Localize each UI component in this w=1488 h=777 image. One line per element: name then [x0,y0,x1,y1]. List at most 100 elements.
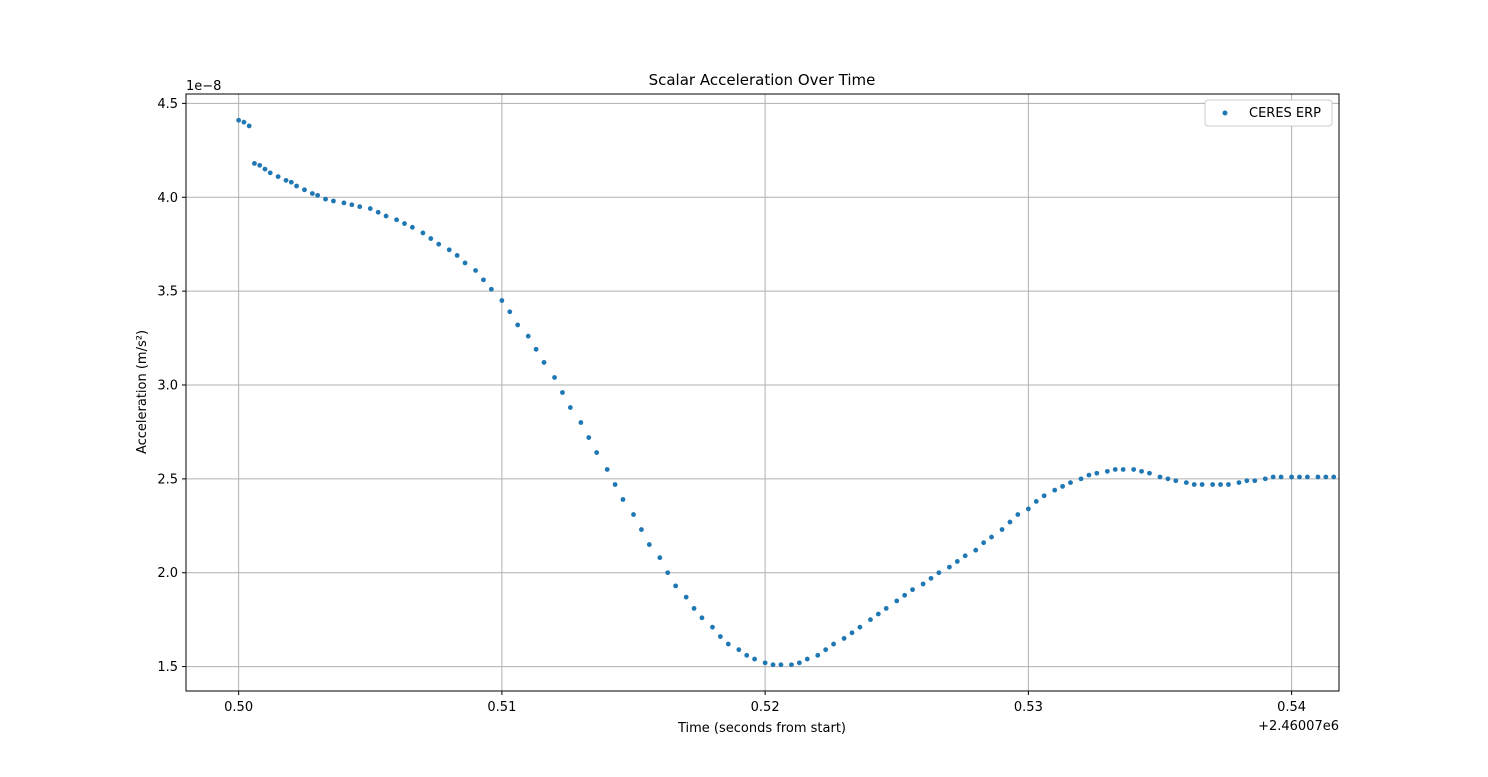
data-point [868,617,873,623]
data-point [241,119,247,125]
data-point [331,198,336,204]
data-point [275,174,281,180]
data-point [541,360,547,365]
data-point [515,322,521,328]
data-point [1236,480,1242,486]
data-point [789,662,794,668]
x-tick-label: 0.53 [1014,700,1043,715]
data-point [604,467,610,472]
data-point [1262,476,1268,482]
data-point [778,662,784,668]
data-point [1183,480,1189,486]
data-point [646,542,652,547]
data-point [1041,493,1047,499]
data-point [1289,474,1295,480]
data-point [631,512,636,517]
data-point [252,161,257,166]
data-point [1104,468,1110,474]
x-tick-label: 0.50 [224,700,253,715]
data-point [1025,506,1031,512]
data-point [928,575,934,581]
data-point [267,170,273,176]
y-tick-label: 2.0 [157,566,178,581]
data-point [1139,468,1144,474]
data-point [770,662,776,668]
data-point [1112,467,1118,472]
data-point [683,594,689,600]
data-point [436,241,442,247]
data-point [488,286,494,292]
data-point [507,309,513,315]
data-point [357,204,363,210]
data-point [481,277,486,283]
y-tick-label: 3.0 [157,378,178,393]
data-point [947,564,952,570]
data-point [1157,474,1163,480]
legend-box [1204,99,1333,127]
data-point [804,656,810,662]
data-point [894,598,900,604]
data-point [639,527,644,532]
data-point [1252,478,1258,484]
y-axis: 1.5 2.0 2.5 3.0 3.5 4.0 4.5 [157,97,186,675]
data-point [875,611,881,617]
data-point [1060,483,1065,489]
data-point [302,187,307,193]
data-point [1068,480,1073,486]
data-point [315,192,321,198]
data-point [752,656,758,662]
data-point [973,547,979,553]
data-point [725,641,731,647]
data-point [288,179,294,185]
data-point [796,660,802,666]
data-point [1323,474,1329,480]
data-point [1270,474,1276,480]
data-point [586,435,592,440]
x-tick-label: 0.51 [487,700,516,715]
data-point [236,117,242,123]
data-point [552,375,557,380]
data-point [383,213,389,219]
data-point [499,298,505,303]
scatter-points [236,117,1337,668]
data-point [736,647,742,653]
data-point [673,583,679,589]
y-tick-label: 2.5 [157,472,178,487]
data-point [665,570,671,576]
data-point [1147,470,1152,476]
data-point [1244,478,1250,484]
data-point [815,652,821,658]
data-point [525,333,531,339]
x-offset-label: +2.46007e6 [1258,719,1339,734]
data-point [246,123,252,129]
data-point [294,183,299,189]
data-point [1191,482,1197,487]
data-point [1173,478,1179,484]
data-point [920,581,926,587]
data-point [1210,482,1216,487]
data-point [1120,467,1126,472]
data-point [349,202,355,208]
data-point [462,260,468,266]
data-point [999,527,1005,532]
data-point [744,652,750,658]
y-scale-label: 1e−8 [186,79,221,94]
data-point [657,555,663,561]
data-point [710,624,715,630]
y-tick-label: 4.5 [157,97,178,112]
data-point [402,221,407,226]
data-point [936,570,942,576]
data-point [962,553,968,559]
data-point [910,587,915,593]
data-point [257,162,263,168]
plot-frame [185,93,1340,692]
y-tick-label: 4.0 [157,191,178,206]
data-point [567,405,573,410]
data-point [1297,474,1302,480]
data-point [1331,474,1337,480]
data-point [367,206,373,211]
x-tick-label: 0.52 [751,700,780,715]
data-point [1052,487,1058,493]
data-point [1007,519,1013,525]
